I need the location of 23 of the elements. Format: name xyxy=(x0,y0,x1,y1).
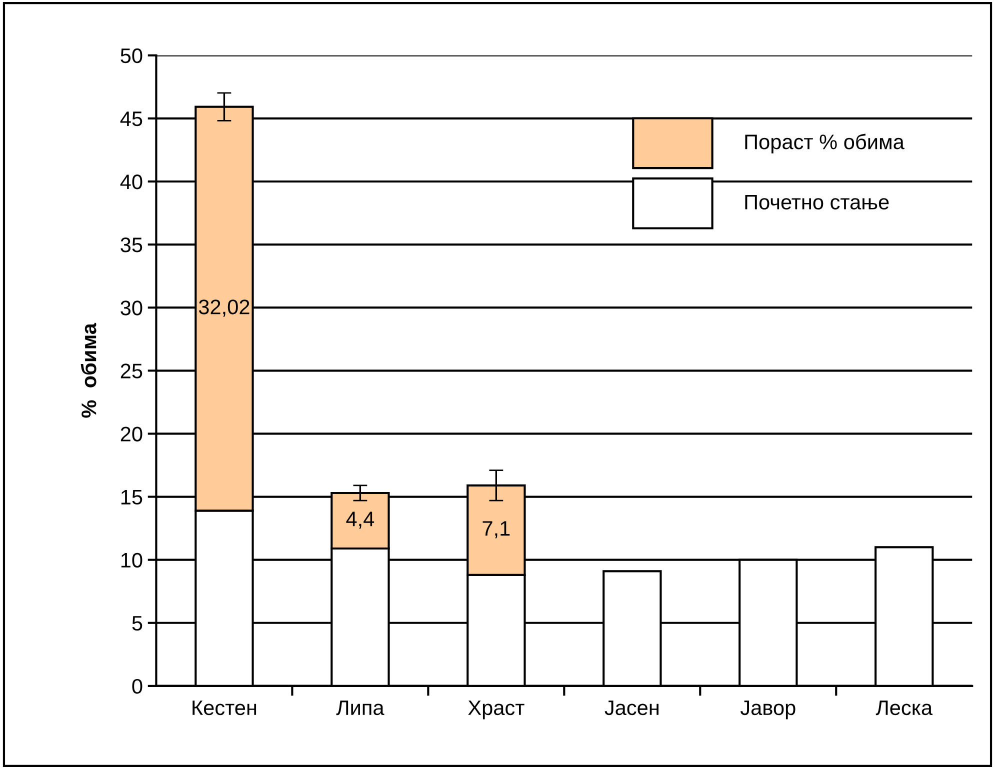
x-tick-label: Јасен xyxy=(604,700,658,716)
x-tick-label: Јавор xyxy=(740,700,796,720)
x-tick-label: Липа xyxy=(336,700,384,716)
y-tick-label: 0 xyxy=(132,678,142,694)
y-tick-label: 50 xyxy=(120,48,142,64)
y-tick-label: 40 xyxy=(120,174,142,190)
y-tick-label: 35 xyxy=(120,238,142,252)
x-tick-label: Храст xyxy=(468,700,524,720)
data-label: 4,4 xyxy=(346,512,374,529)
y-tick-label: 5 xyxy=(132,616,142,631)
y-tick-label: 20 xyxy=(120,426,142,442)
data-label: 32,02 xyxy=(198,300,250,317)
y-axis-title: % обима xyxy=(80,322,96,418)
y-tick-label: 45 xyxy=(120,112,142,126)
legend-label: Почетно стање xyxy=(745,194,889,210)
y-tick-label: 10 xyxy=(121,552,142,568)
data-label: 7,1 xyxy=(482,521,510,538)
y-tick-label: 30 xyxy=(120,300,142,316)
x-tick-label: Леска xyxy=(876,700,933,716)
x-tick-label: Кестен xyxy=(192,700,256,716)
legend-label: Пораст % обима xyxy=(745,134,904,154)
y-tick-label: 25 xyxy=(120,364,142,378)
y-tick-label: 15 xyxy=(121,490,142,505)
